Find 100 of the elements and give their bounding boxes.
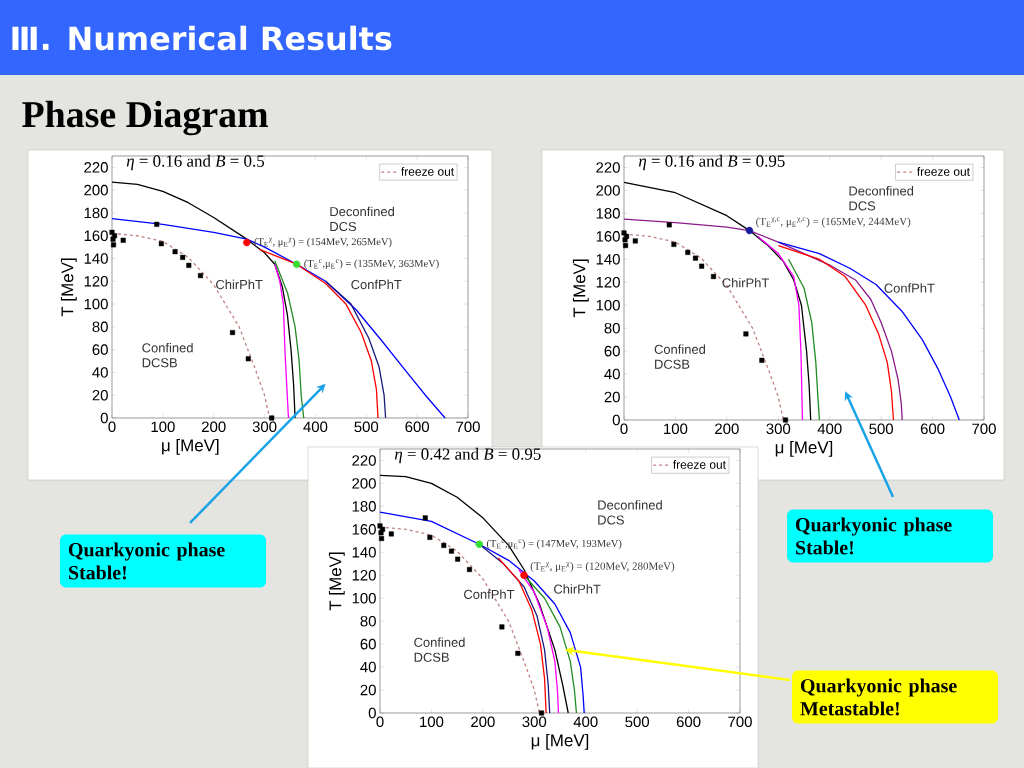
annotation: Deconfined DCS <box>598 500 662 525</box>
point <box>685 249 691 255</box>
y-tick-label: 40 <box>360 661 376 673</box>
y-tick-label: 0 <box>368 707 376 719</box>
y-tick-label: 60 <box>92 344 108 355</box>
line-series <box>274 260 305 419</box>
y-tick-label: 140 <box>596 254 620 265</box>
point <box>782 417 788 423</box>
point <box>441 542 447 548</box>
x-tick-label: 600 <box>676 716 701 728</box>
point <box>379 536 385 542</box>
point <box>269 415 275 421</box>
annotation: Confined DCSB <box>142 342 193 368</box>
x-tick-label: 0 <box>620 423 628 435</box>
point <box>154 221 160 227</box>
annotation: Deconfined DCS <box>849 186 914 211</box>
y-tick-label: 120 <box>84 276 108 287</box>
annotation: (T$_{E}$$^{χ,c}$, μ$_{E}$$^{χ,c}$) = (165MeV, 244MeV) <box>756 217 911 228</box>
y-tick-label: 140 <box>352 547 376 558</box>
y-tick-label: 60 <box>604 345 620 357</box>
point <box>666 222 672 228</box>
y-tick-label: 200 <box>84 184 108 196</box>
y-tick-label: 40 <box>604 368 620 380</box>
point <box>710 274 716 280</box>
x-tick-label: 200 <box>471 716 495 728</box>
y-tick-label: 220 <box>352 455 376 466</box>
x-tick-label: 500 <box>354 421 379 433</box>
y-axis-title: T [MeV] <box>572 259 589 318</box>
chart-title: η = 0.16 and B = 0.95 <box>638 154 785 171</box>
point <box>671 241 677 247</box>
y-tick-label: 100 <box>596 299 620 311</box>
point <box>245 356 251 362</box>
x-tick-label: 600 <box>405 421 430 433</box>
y-tick-label: 80 <box>360 615 376 627</box>
point <box>292 260 301 268</box>
x-tick-label: 400 <box>817 423 842 435</box>
point <box>180 254 186 260</box>
point <box>499 624 505 630</box>
point <box>455 556 461 562</box>
point <box>745 226 754 235</box>
x-axis-title: μ [MeV] <box>162 438 219 455</box>
legend-label: freeze out <box>917 167 970 176</box>
point <box>520 571 528 579</box>
annotation: (T$_{E}$$^{χ}$, μ$_{E}$$^{χ}$) = (120MeV, 280MeV) <box>530 562 675 573</box>
x-tick-label: 600 <box>920 423 945 435</box>
line-series <box>274 263 290 419</box>
x-tick-label: 300 <box>522 716 547 728</box>
point <box>243 238 251 247</box>
annotation: ChirPhT <box>554 584 601 594</box>
y-tick-label: 80 <box>604 322 620 334</box>
point <box>538 710 544 716</box>
y-tick-label: 100 <box>352 592 376 604</box>
x-tick-label: 400 <box>573 716 598 728</box>
x-tick-label: 200 <box>202 421 226 433</box>
y-axis-title: T [MeV] <box>60 258 77 317</box>
x-tick-label: 300 <box>766 423 791 435</box>
y-tick-label: 100 <box>84 298 108 310</box>
y-tick-label: 120 <box>596 276 620 288</box>
x-tick-label: 200 <box>715 423 739 435</box>
point <box>699 263 705 269</box>
x-tick-label: 0 <box>108 421 116 433</box>
y-tick-label: 200 <box>352 478 376 489</box>
annotation: Deconfined DCS <box>330 206 394 232</box>
y-tick-label: 180 <box>352 501 376 512</box>
y-tick-label: 160 <box>596 231 620 242</box>
y-tick-label: 180 <box>596 208 620 219</box>
x-tick-label: 300 <box>252 421 277 433</box>
y-tick-label: 160 <box>352 524 376 535</box>
point <box>466 567 472 573</box>
y-tick-label: 80 <box>92 321 108 333</box>
text: Ⅲ. Numerical Results <box>12 25 392 51</box>
x-tick-label: 700 <box>728 716 752 728</box>
point <box>172 249 178 255</box>
x-tick-label: 100 <box>664 423 688 435</box>
point <box>632 238 638 244</box>
point <box>186 262 192 268</box>
point <box>422 515 428 521</box>
x-tick-label: 500 <box>869 423 894 435</box>
text: Quarkyonic phase Stable! <box>68 542 225 580</box>
y-tick-label: 180 <box>84 207 108 219</box>
annotation: ConfPhT <box>884 283 935 293</box>
y-tick-label: 220 <box>596 162 620 173</box>
line-series <box>787 258 821 421</box>
point <box>388 531 394 537</box>
point <box>759 357 765 363</box>
point <box>120 237 126 243</box>
point <box>623 243 629 249</box>
y-tick-label: 0 <box>100 412 108 424</box>
y-tick-label: 160 <box>84 230 108 242</box>
x-tick-label: 700 <box>456 421 480 433</box>
y-tick-label: 20 <box>92 389 108 401</box>
annotation: Confined DCSB <box>654 344 706 369</box>
annotation: ConfPhT <box>351 279 402 290</box>
y-tick-label: 20 <box>360 684 376 696</box>
point <box>111 242 117 248</box>
y-tick-label: 200 <box>596 185 620 196</box>
annotation: ConfPhT <box>464 589 515 599</box>
y-tick-label: 60 <box>360 638 376 650</box>
point <box>427 534 433 540</box>
line-series <box>111 217 446 419</box>
